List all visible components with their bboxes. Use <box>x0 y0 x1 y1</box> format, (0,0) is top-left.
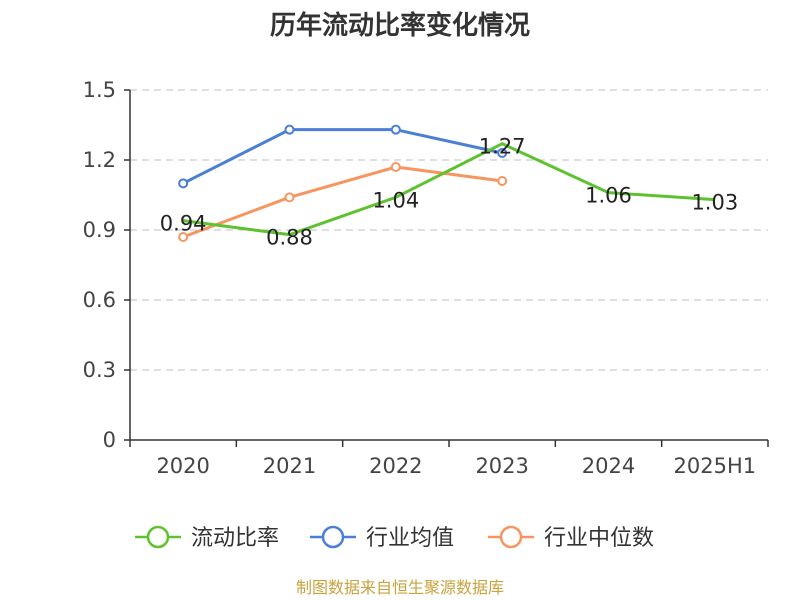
data-label-5: 1.03 <box>691 191 738 215</box>
y-tick-label-4: 1.2 <box>83 148 116 172</box>
data-label-0: 0.94 <box>160 212 207 236</box>
data-label-1: 0.88 <box>266 226 313 250</box>
y-tick-label-5: 1.5 <box>83 78 116 102</box>
y-tick-label-3: 0.9 <box>83 218 116 242</box>
legend-label-0: 流动比率 <box>191 526 279 551</box>
series-0 <box>182 142 715 237</box>
series-1 <box>178 124 508 189</box>
legend-label-2: 行业中位数 <box>544 526 654 551</box>
chart-title: 历年流动比率变化情况 <box>270 10 530 41</box>
source-note: 制图数据来自恒生聚源数据库 <box>296 578 504 597</box>
legend-marker-0 <box>146 525 170 549</box>
data-label-2: 1.04 <box>372 188 419 212</box>
x-tick-label-2025H1: 2025H1 <box>674 454 757 478</box>
series-line-2 <box>182 165 503 239</box>
y-tick-label-2: 0.6 <box>83 288 116 312</box>
y-tick-label-0: 0 <box>103 428 116 452</box>
data-labels: 0.94 0.88 1.04 1.27 1.06 1.03 <box>160 135 738 250</box>
x-tick-label-2021: 2021 <box>263 454 316 478</box>
legend-item-0: 流动比率 <box>135 525 279 551</box>
point-2-1 <box>284 192 295 203</box>
series-line-0 <box>182 142 715 237</box>
data-label-3: 1.27 <box>479 135 526 159</box>
series-layer <box>178 124 715 242</box>
point-1-1 <box>284 124 295 135</box>
point-2-0 <box>178 232 189 242</box>
legend-label-1: 行业均值 <box>366 526 454 551</box>
x-tick-label-2022: 2022 <box>369 454 422 478</box>
series-2 <box>178 162 508 242</box>
legend: 流动比率 行业均值 行业中位数 <box>135 525 654 551</box>
x-tick-label-2023: 2023 <box>475 454 528 478</box>
point-1-3 <box>497 148 508 158</box>
grid <box>130 89 768 371</box>
legend-item-2: 行业中位数 <box>488 525 654 551</box>
point-2-3 <box>497 176 508 186</box>
legend-item-1: 行业均值 <box>310 525 454 551</box>
point-1-2 <box>390 124 401 135</box>
point-2-2 <box>390 162 401 172</box>
legend-marker-2 <box>499 525 523 549</box>
x-tick-label-2024: 2024 <box>582 454 635 478</box>
data-label-4: 1.06 <box>585 184 632 208</box>
y-tick-label-1: 0.3 <box>83 358 116 382</box>
point-1-0 <box>178 178 189 189</box>
axes: 0 0.3 0.6 0.9 1.2 1.5 2020 2021 2022 2023 2024 2025… <box>83 78 769 478</box>
legend-marker-1 <box>321 525 345 549</box>
x-tick-label-2020: 2020 <box>156 454 209 478</box>
series-line-1 <box>182 128 503 185</box>
